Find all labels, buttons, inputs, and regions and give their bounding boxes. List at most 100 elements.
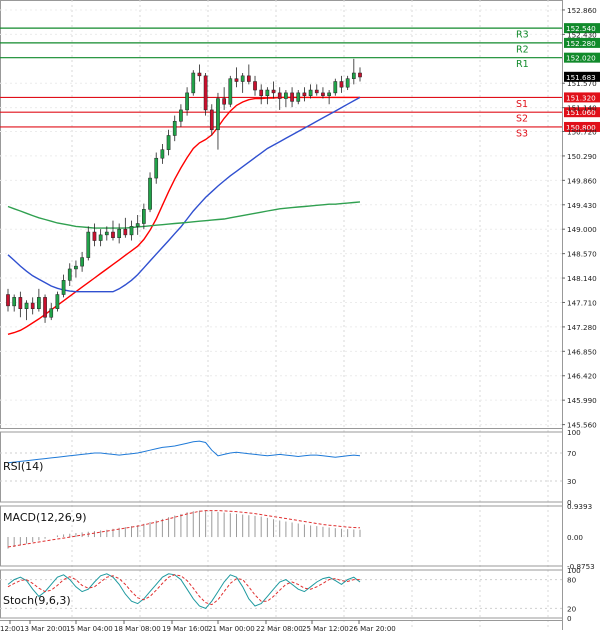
current-price-label: 151.683 xyxy=(566,73,596,82)
candle-body xyxy=(117,228,122,238)
candle-body xyxy=(123,228,128,236)
level-name-r3: R3 xyxy=(516,30,529,41)
price-tick-label: 152.430 xyxy=(567,30,597,39)
macd-tick-label: 0.00 xyxy=(567,533,583,542)
macd-frame xyxy=(0,505,563,567)
candle-body xyxy=(179,109,183,122)
macd-tick-label: -0.8753 xyxy=(567,562,595,571)
level-tag-label-r2: 152.280 xyxy=(566,39,596,48)
level-name-s3: S3 xyxy=(516,128,528,139)
candle-body xyxy=(339,81,344,88)
candle-body xyxy=(321,92,325,96)
candle-body xyxy=(209,109,214,131)
candle-body xyxy=(142,209,146,224)
candle-body xyxy=(253,81,257,91)
price-tick-label: 151.570 xyxy=(567,79,597,88)
macd-panel: 0.9393 0.00 -0.8753 MACD(12,26,9) xyxy=(0,502,595,571)
candle-body xyxy=(86,231,91,258)
rsi-label: RSI(14) xyxy=(3,460,43,473)
candle-body xyxy=(61,280,66,295)
stoch-k-line xyxy=(7,573,361,609)
candle-body xyxy=(327,92,331,96)
time-tick-label: 13 Mar 20:00 xyxy=(20,625,67,633)
candle-body xyxy=(191,72,196,94)
candle-body xyxy=(246,75,251,82)
time-tick-label: 18 Mar 08:00 xyxy=(114,625,161,633)
candle-body xyxy=(358,72,362,78)
time-tick-label: 15 Mar 04:00 xyxy=(66,625,113,633)
price-tick-label: 147.280 xyxy=(567,323,597,332)
stoch-label: Stoch(9,6,3) xyxy=(3,594,71,607)
candle-body xyxy=(18,297,23,309)
candle-body xyxy=(203,75,208,111)
candle-body xyxy=(172,121,177,136)
level-tag-label-s1: 151.320 xyxy=(566,93,596,102)
candle-body xyxy=(234,78,239,82)
candle-body xyxy=(265,89,270,96)
macd-signal-line xyxy=(7,510,361,548)
time-tick-label: 26 Mar 20:00 xyxy=(349,625,396,633)
stoch-d-line xyxy=(7,574,360,606)
moving-averages xyxy=(7,96,361,335)
current-price-tag xyxy=(564,71,600,82)
macd-tick-label: 0.9393 xyxy=(567,502,592,511)
price-tick-label: 151.140 xyxy=(567,104,597,113)
level-tag-r3 xyxy=(564,23,600,34)
price-tick-label: 146.420 xyxy=(567,372,597,381)
level-tag-label-r3: 152.540 xyxy=(566,24,596,33)
rsi-line xyxy=(7,440,361,464)
level-name-s2: S2 xyxy=(516,114,528,125)
candle-body xyxy=(345,78,350,88)
price-tick-label: 147.710 xyxy=(567,298,597,307)
price-tick-label: 145.990 xyxy=(567,396,597,405)
stoch-tick-label: 0 xyxy=(567,614,572,623)
level-tag-label-s2: 151.060 xyxy=(566,108,596,117)
candle-body xyxy=(351,72,356,79)
candle-body xyxy=(74,265,78,270)
price-tick-label: 150.720 xyxy=(567,128,597,137)
price-tick-label: 148.570 xyxy=(567,250,597,259)
candle-body xyxy=(67,268,72,281)
time-tick-label: 25 Mar 12:00 xyxy=(302,625,349,633)
candle-body xyxy=(216,98,220,131)
candle-body xyxy=(37,297,41,309)
macd-label: MACD(12,26,9) xyxy=(3,511,87,524)
rsi-panel: 100 70 30 0 RSI(14) xyxy=(0,428,581,507)
candle-body xyxy=(240,75,245,82)
candle-body xyxy=(24,302,29,309)
candle-body xyxy=(80,257,84,267)
candle-body xyxy=(160,149,165,159)
candle-body xyxy=(277,92,282,99)
candle-body xyxy=(333,81,338,94)
candle-body xyxy=(308,89,313,96)
price-tick-label: 152.860 xyxy=(567,6,597,15)
candle-body xyxy=(55,294,60,309)
candle-body xyxy=(30,302,35,309)
rsi-tick-label: 0 xyxy=(567,498,572,507)
candle-body xyxy=(296,92,301,102)
rsi-tick-label: 100 xyxy=(567,428,581,437)
candle-body xyxy=(43,297,47,318)
candle-body xyxy=(92,231,97,241)
level-name-r1: R1 xyxy=(516,59,529,70)
level-tag-label-r1: 152.020 xyxy=(566,54,596,63)
level-tag-r2 xyxy=(564,37,600,48)
level-tag-s2 xyxy=(564,107,600,118)
candle-body xyxy=(259,89,264,96)
candle-body xyxy=(148,177,152,210)
rsi-tick-label: 70 xyxy=(567,449,577,458)
time-axis: 12:00 13 Mar 20:00 15 Mar 04:00 18 Mar 08:0… xyxy=(0,620,562,633)
level-name-r2: R2 xyxy=(516,44,529,55)
candle-body xyxy=(222,98,226,105)
candle-body xyxy=(129,226,134,236)
level-tag-s1 xyxy=(564,92,600,103)
stoch-frame xyxy=(0,569,563,619)
time-tick-label: 19 Mar 16:00 xyxy=(162,625,209,633)
level-tag-r1 xyxy=(564,52,600,63)
level-tag-label-s3: 150.800 xyxy=(566,123,596,132)
price-tick-label: 146.850 xyxy=(567,347,597,356)
candle-body xyxy=(154,157,159,179)
candle-body xyxy=(166,135,171,150)
candle-body xyxy=(6,294,10,307)
